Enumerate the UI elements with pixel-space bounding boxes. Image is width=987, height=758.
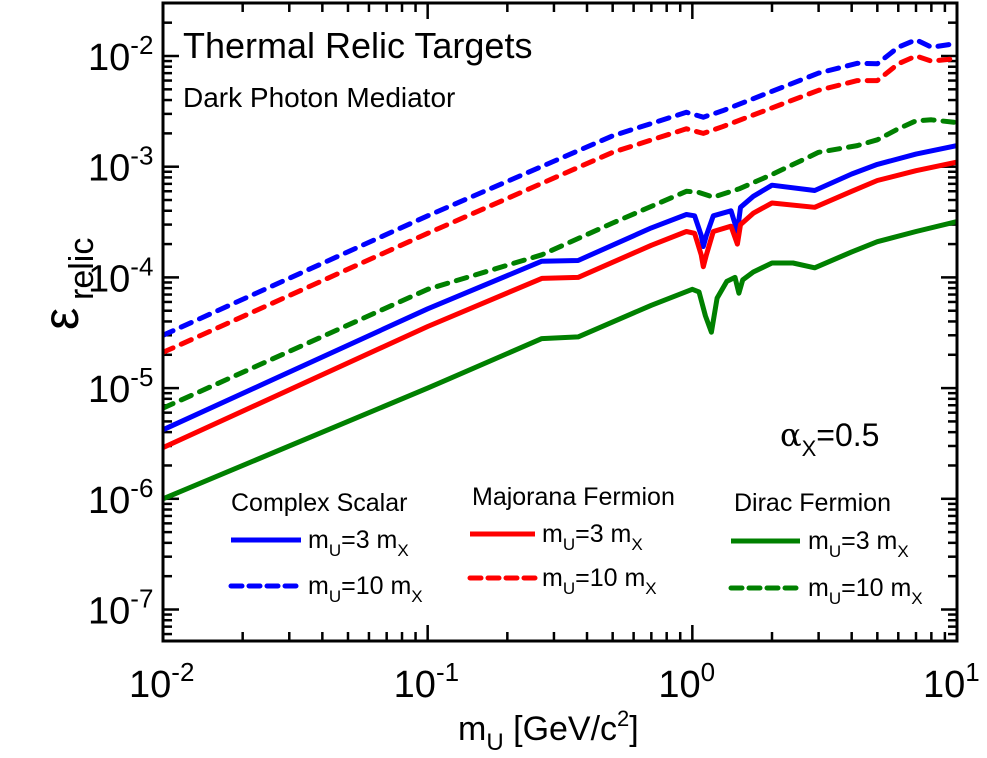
svg-text:ε: ε xyxy=(33,308,89,330)
legend-label: mU=10 mX xyxy=(542,564,657,598)
curves xyxy=(163,37,957,502)
legend-group-dirac-fermion: Dirac Fermion xyxy=(734,489,891,517)
y-tick-label: 10-5 xyxy=(88,362,153,411)
y-tick-label: 10-6 xyxy=(88,473,153,522)
legend-group-majorana-fermion: Majorana Fermion xyxy=(472,483,675,511)
x-tick-labels: 10-2 10-1 100 101 xyxy=(129,657,980,706)
y-tick-label: 10-2 xyxy=(88,30,153,79)
y-axis-label: ε relic xyxy=(33,238,101,330)
series-line-4 xyxy=(163,53,957,355)
legend: Complex Scalar mU=3 mX mU=10 mX Majorana… xyxy=(228,483,923,608)
legend-label: mU=3 mX xyxy=(308,526,409,560)
legend-label: mU=10 mX xyxy=(808,574,923,608)
svg-text:relic: relic xyxy=(63,238,101,300)
series-line-3 xyxy=(163,37,957,338)
x-axis-label: mU [GeV/c2] xyxy=(458,706,639,756)
x-tick-label: 10-2 xyxy=(129,657,194,706)
chart-title: Thermal Relic Targets xyxy=(183,25,532,66)
series-line-2 xyxy=(163,219,957,502)
series-line-0 xyxy=(163,143,957,433)
legend-group-complex-scalar: Complex Scalar xyxy=(231,489,407,517)
x-tick-label: 10-1 xyxy=(394,657,459,706)
legend-label: mU=10 mX xyxy=(308,572,423,606)
y-tick-label: 10-4 xyxy=(88,251,153,300)
series-line-5 xyxy=(163,117,957,411)
legend-label: mU=3 mX xyxy=(808,527,909,561)
y-tick-label: 10-7 xyxy=(88,584,153,633)
x-tick-label: 101 xyxy=(923,657,980,706)
legend-label: mU=3 mX xyxy=(542,520,643,554)
series-line-1 xyxy=(163,159,957,451)
y-tick-label: 10-3 xyxy=(88,141,153,190)
chart-subtitle: Dark Photon Mediator xyxy=(183,82,455,113)
y-tick-labels: 10-7 10-6 10-5 10-4 10-3 10-2 xyxy=(88,30,153,633)
plot-frame xyxy=(161,1,959,643)
alpha-annotation: αX=0.5 xyxy=(780,416,879,461)
x-tick-label: 100 xyxy=(658,657,715,706)
